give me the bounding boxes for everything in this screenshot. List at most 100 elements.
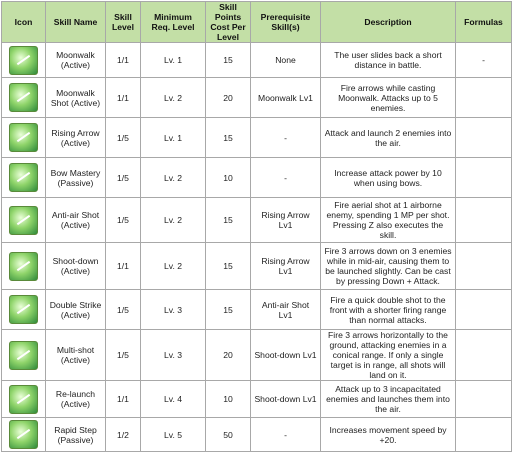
skill-icon: [9, 295, 38, 324]
icon-cell: [1, 197, 46, 243]
skill-name: Double Strike (Active): [45, 289, 106, 330]
sp-cost: 10: [205, 380, 251, 418]
skill-name: Rising Arrow (Active): [45, 117, 106, 158]
sp-cost: 10: [205, 157, 251, 198]
description: Attack up to 3 incapacitated enemies and…: [320, 380, 456, 418]
formulas: [455, 242, 512, 290]
formulas: -: [455, 42, 512, 78]
header-cell: Skill Points Cost Per Level: [205, 1, 251, 43]
skill-icon: [9, 45, 38, 75]
prerequisite: Shoot-down Lv1: [250, 329, 321, 381]
skill-icon: [9, 163, 38, 192]
description: Fire aerial shot at 1 airborne enemy, sp…: [320, 197, 456, 243]
skill-name: Re-launch (Active): [45, 380, 106, 418]
skill-name: Rapid Step (Passive): [45, 417, 106, 452]
prerequisite: Shoot-down Lv1: [250, 380, 321, 418]
skill-icon: [9, 384, 38, 414]
description: Fire a quick double shot to the front wi…: [320, 289, 456, 330]
icon-cell: [1, 42, 46, 78]
header-cell: Icon: [1, 1, 46, 43]
header-cell: Skill Name: [45, 1, 106, 43]
description: Fire 3 arrows horizontally to the ground…: [320, 329, 456, 381]
formulas: [455, 77, 512, 118]
skill-icon: [9, 205, 38, 235]
formulas: [455, 117, 512, 158]
skill-row: Double Strike (Active) 1/5 Lv. 3 15 Anti-air…: [1, 289, 512, 330]
min-level: Lv. 3: [140, 329, 206, 381]
prerequisite: -: [250, 417, 321, 452]
skill-icon: [9, 123, 38, 152]
sp-cost: 20: [205, 77, 251, 118]
skill-level: 1/1: [105, 242, 141, 290]
skill-level: 1/1: [105, 77, 141, 118]
icon-cell: [1, 77, 46, 118]
skill-row: Anti-air Shot (Active) 1/5 Lv. 2 15 Rising A…: [1, 197, 512, 243]
icon-cell: [1, 242, 46, 290]
prerequisite: Anti-air Shot Lv1: [250, 289, 321, 330]
sp-cost: 20: [205, 329, 251, 381]
header-cell: Description: [320, 1, 456, 43]
prerequisite: Moonwalk Lv1: [250, 77, 321, 118]
sp-cost: 15: [205, 42, 251, 78]
min-level: Lv. 2: [140, 77, 206, 118]
skill-icon: [9, 83, 38, 112]
min-level: Lv. 3: [140, 289, 206, 330]
skill-icon: [9, 340, 38, 370]
min-level: Lv. 2: [140, 242, 206, 290]
skill-row: Rising Arrow (Active) 1/5 Lv. 1 15- Attack a…: [1, 117, 512, 158]
skill-name: Multi-shot (Active): [45, 329, 106, 381]
skill-level: 1/5: [105, 117, 141, 158]
prerequisite: -: [250, 117, 321, 158]
icon-cell: [1, 417, 46, 452]
formulas: [455, 157, 512, 198]
sp-cost: 50: [205, 417, 251, 452]
prerequisite: -: [250, 157, 321, 198]
skill-name: Moonwalk Shot (Active): [45, 77, 106, 118]
skill-row: Rapid Step (Passive) 1/2 Lv. 5 50- Increases…: [1, 417, 512, 452]
skill-name: Moonwalk (Active): [45, 42, 106, 78]
description: Fire arrows while casting Moonwalk. Atta…: [320, 77, 456, 118]
skill-row: Moonwalk Shot (Active) 1/1 Lv. 2 20 Moonwalk…: [1, 77, 512, 118]
prerequisite: Rising Arrow Lv1: [250, 242, 321, 290]
icon-cell: [1, 117, 46, 158]
skill-icon: [9, 251, 38, 281]
skill-level: 1/2: [105, 417, 141, 452]
formulas: [455, 380, 512, 418]
skill-level: 1/5: [105, 157, 141, 198]
skill-level: 1/5: [105, 289, 141, 330]
table-body: Moonwalk (Active) 1/1 Lv. 1 15 None The user …: [1, 42, 512, 452]
header-cell: Formulas: [455, 1, 512, 43]
skill-icon: [9, 420, 38, 449]
min-level: Lv. 5: [140, 417, 206, 452]
sp-cost: 15: [205, 289, 251, 330]
formulas: [455, 289, 512, 330]
skill-row: Shoot-down (Active) 1/1 Lv. 2 15 Rising Arro…: [1, 242, 512, 290]
min-level: Lv. 1: [140, 117, 206, 158]
description: Increase attack power by 10 when using b…: [320, 157, 456, 198]
header-cell: Skill Level: [105, 1, 141, 43]
prerequisite: Rising Arrow Lv1: [250, 197, 321, 243]
formulas: [455, 197, 512, 243]
formulas: [455, 329, 512, 381]
sp-cost: 15: [205, 117, 251, 158]
skill-name: Shoot-down (Active): [45, 242, 106, 290]
skill-level: 1/5: [105, 329, 141, 381]
skill-row: Re-launch (Active) 1/1 Lv. 4 10 Shoot-down L…: [1, 380, 512, 418]
skill-level: 1/5: [105, 197, 141, 243]
min-level: Lv. 2: [140, 157, 206, 198]
min-level: Lv. 2: [140, 197, 206, 243]
header-cell: Minimum Req. Level: [140, 1, 206, 43]
skill-row: Moonwalk (Active) 1/1 Lv. 1 15 None The user …: [1, 42, 512, 78]
icon-cell: [1, 380, 46, 418]
formulas: [455, 417, 512, 452]
header-cell: Prerequisite Skill(s): [250, 1, 321, 43]
min-level: Lv. 1: [140, 42, 206, 78]
skill-row: Multi-shot (Active) 1/5 Lv. 3 20 Shoot-down …: [1, 329, 512, 381]
icon-cell: [1, 289, 46, 330]
header-row: Icon Skill Name Skill Level Minimum Req. Le…: [1, 1, 512, 43]
skill-name: Bow Mastery (Passive): [45, 157, 106, 198]
sp-cost: 15: [205, 242, 251, 290]
description: Increases movement speed by +20.: [320, 417, 456, 452]
